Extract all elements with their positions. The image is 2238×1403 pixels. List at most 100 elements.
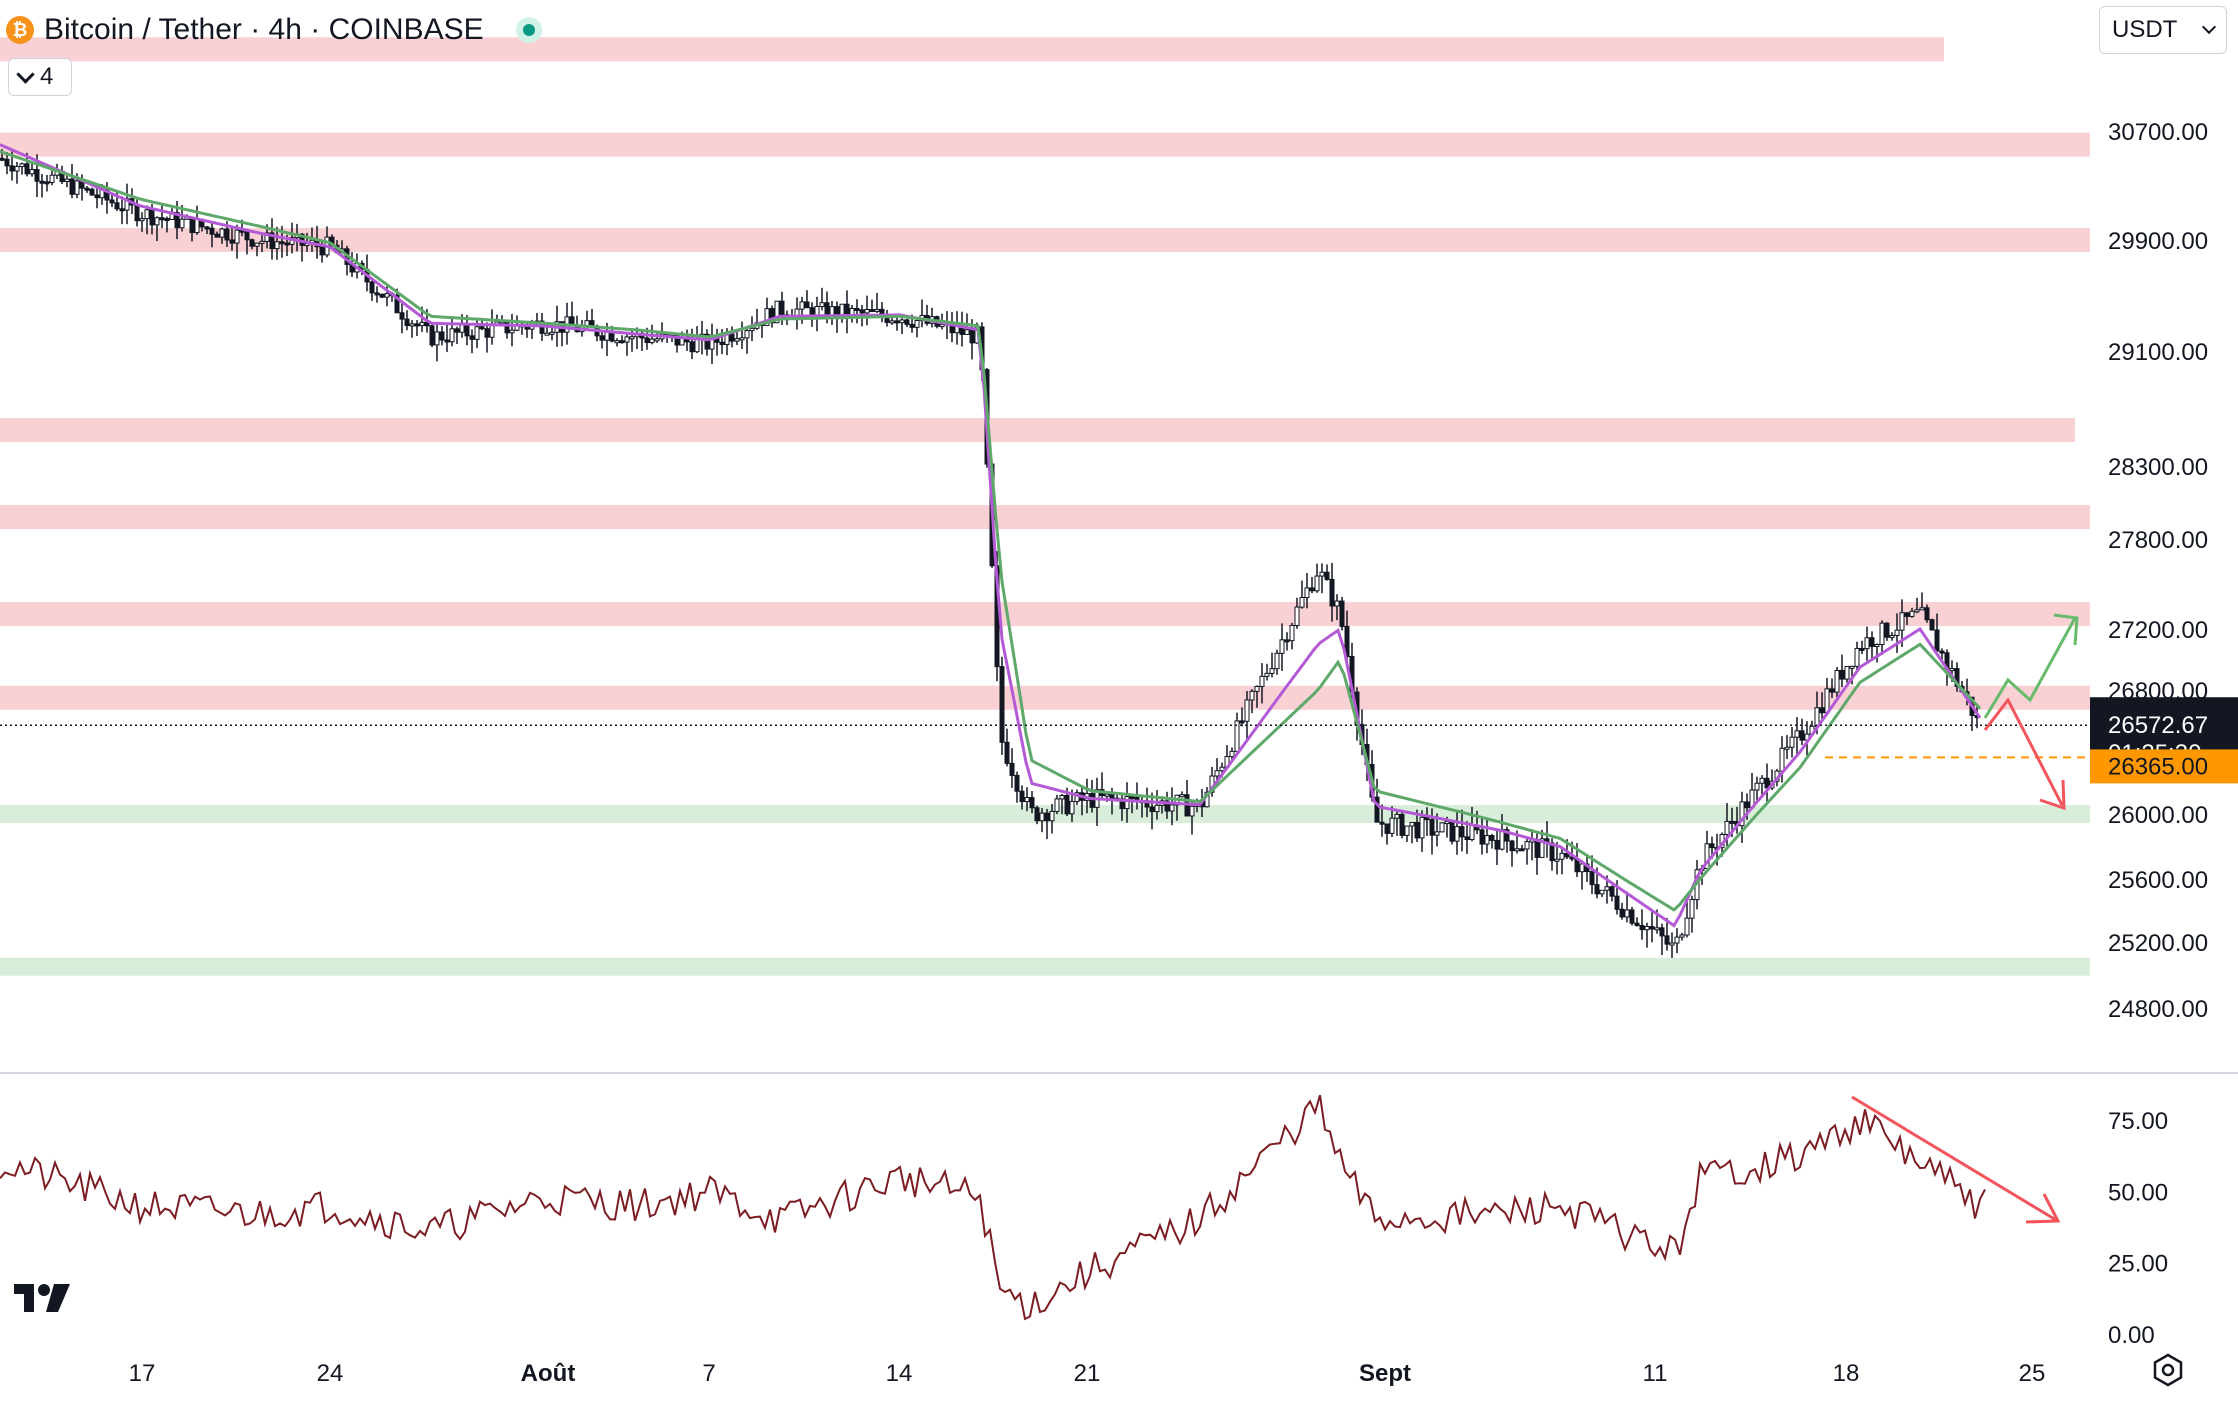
candle-body	[1054, 798, 1060, 812]
candle-body	[194, 218, 200, 234]
candle-body	[1044, 812, 1050, 822]
oscillator-tick-label: 75.00	[2108, 1108, 2168, 1135]
candle-body	[209, 227, 215, 235]
divergence-arrowhead	[2025, 1193, 2061, 1224]
candle-body	[1534, 839, 1540, 858]
candle-body	[219, 228, 225, 238]
candle-body	[29, 169, 35, 175]
candle-body	[1854, 647, 1860, 667]
price-tick-label: 25600.00	[2108, 867, 2208, 894]
candle-body	[729, 333, 735, 342]
candle-body	[1009, 762, 1015, 776]
candle-body	[1444, 821, 1450, 825]
price-axis[interactable]: 30700.00 29900.00 29100.00 28300.00 27800.00…	[2090, 119, 2238, 1023]
candle-body	[154, 217, 160, 226]
candle-body	[504, 320, 510, 334]
candle-body	[384, 293, 390, 298]
candle-body	[1164, 800, 1170, 812]
candle-body	[1799, 730, 1805, 741]
candle-body	[654, 338, 660, 342]
candle-body	[1524, 841, 1530, 850]
candle-body	[859, 309, 865, 314]
indicators-toggle-button[interactable]: 4	[8, 58, 72, 96]
candle-body	[1154, 804, 1160, 813]
candle-body	[419, 321, 425, 327]
settings-gear-icon[interactable]	[2150, 1352, 2186, 1388]
candle-body	[1709, 843, 1715, 849]
candle-body	[1874, 644, 1880, 648]
time-label: 24	[317, 1360, 344, 1387]
candle-body	[89, 188, 95, 196]
time-label: 18	[1833, 1360, 1860, 1387]
candle-body	[1374, 796, 1380, 823]
candle-body	[1189, 805, 1195, 817]
candle-body	[429, 325, 435, 346]
price-tick-label: 28300.00	[2108, 454, 2208, 481]
candle-body	[509, 329, 515, 334]
candle-body	[1509, 840, 1515, 852]
candle-body	[1439, 822, 1445, 833]
price-tick-label: 30700.00	[2108, 119, 2208, 146]
candle-body	[1704, 843, 1710, 870]
candle-body	[1024, 797, 1030, 803]
candle-body	[1244, 699, 1250, 722]
candle-body	[1679, 934, 1685, 938]
candle-body	[1829, 688, 1835, 693]
oscillator-pane[interactable]: 75.00 50.00 25.00 0.00	[0, 1072, 2238, 1349]
candle-body	[624, 336, 630, 343]
candle-body	[19, 163, 25, 168]
chart-title-bar[interactable]: ₿ Bitcoin / Tether · 4h · COINBASE	[6, 8, 542, 52]
tradingview-logo-icon[interactable]	[12, 1280, 76, 1316]
candle-body	[469, 335, 475, 340]
candle-body	[4, 158, 10, 167]
candle-body	[874, 308, 880, 312]
candle-body	[1429, 819, 1435, 836]
candle-body	[434, 331, 440, 346]
candle-body	[549, 331, 555, 335]
time-label: Août	[521, 1360, 576, 1387]
candle-body	[179, 218, 185, 229]
bullish-arrowhead	[2053, 613, 2079, 646]
candle-body	[1754, 782, 1760, 791]
divergence-arrow	[1851, 1095, 2057, 1222]
candle-body	[1464, 836, 1470, 841]
candle-body	[1489, 835, 1495, 841]
time-axis[interactable]: 17 24 Août 7 14 21 Sept 11 18 25	[129, 1360, 2046, 1387]
ema-slow-line	[0, 149, 1982, 912]
candle-body	[134, 204, 140, 222]
candle-body	[1214, 770, 1220, 777]
candle-body	[489, 324, 495, 338]
price-tick-label: 27800.00	[2108, 527, 2208, 554]
candle-body	[274, 241, 280, 250]
market-open-icon	[515, 17, 542, 43]
candle-body	[719, 341, 725, 346]
oscillator-tick-label: 25.00	[2108, 1251, 2168, 1278]
candle-body	[799, 301, 805, 310]
time-label: 21	[1074, 1360, 1101, 1387]
candle-body	[1169, 804, 1175, 812]
candle-body	[149, 209, 155, 226]
symbol-title[interactable]: Bitcoin / Tether · 4h · COINBASE	[44, 13, 484, 46]
candle-body	[854, 307, 860, 311]
currency-select[interactable]: USDT	[2099, 6, 2227, 54]
candle-body	[1504, 829, 1510, 842]
price-tick-label: 26000.00	[2108, 802, 2208, 829]
candle-body	[439, 331, 445, 341]
resistance-zone	[0, 132, 2090, 157]
ema-fast-line	[0, 143, 1982, 928]
candle-body	[414, 323, 420, 327]
candle-body	[1379, 821, 1385, 825]
candle-body	[369, 281, 375, 294]
candle-body	[1919, 607, 1925, 611]
chevron-down-icon	[16, 64, 35, 84]
candle-body	[1104, 793, 1110, 797]
candle-body	[1614, 895, 1620, 910]
candle-body	[1459, 826, 1465, 838]
candle-body	[1469, 824, 1475, 841]
candle-body	[1819, 707, 1825, 714]
candle-body	[264, 232, 270, 242]
candle-body	[1324, 571, 1330, 580]
candle-body	[1954, 668, 1960, 687]
